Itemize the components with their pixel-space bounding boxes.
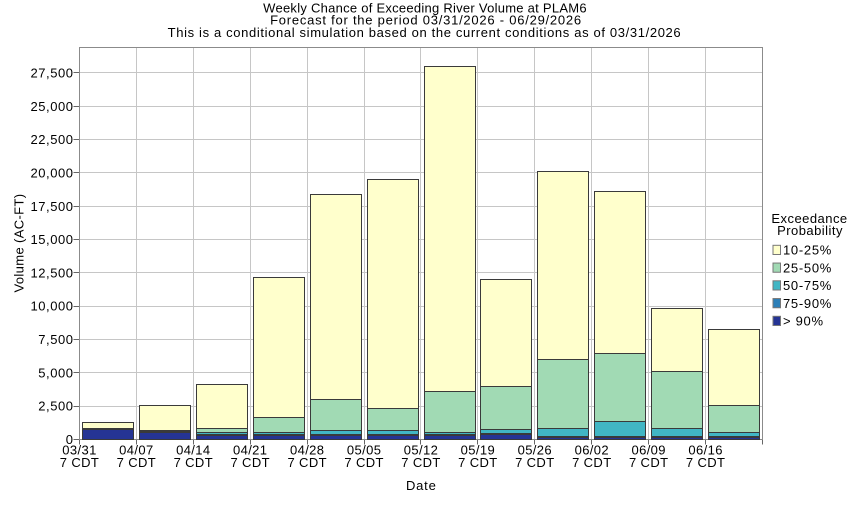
svg-text:03/31: 03/31 xyxy=(62,443,96,458)
svg-text:22,500: 22,500 xyxy=(30,132,73,147)
svg-text:05/05: 05/05 xyxy=(347,443,381,458)
svg-text:05/19: 05/19 xyxy=(461,443,495,458)
svg-text:7 CDT: 7 CDT xyxy=(629,455,668,470)
svg-text:04/21: 04/21 xyxy=(233,443,267,458)
svg-text:50-75%: 50-75% xyxy=(783,278,832,293)
svg-text:06/16: 06/16 xyxy=(688,443,722,458)
svg-text:Forecast for the period 03/31/: Forecast for the period 03/31/2026 - 06/… xyxy=(270,13,582,28)
svg-text:Date: Date xyxy=(406,478,437,493)
svg-text:7 CDT: 7 CDT xyxy=(230,455,269,470)
svg-text:10-25%: 10-25% xyxy=(783,243,832,258)
svg-text:04/07: 04/07 xyxy=(119,443,153,458)
svg-text:17,500: 17,500 xyxy=(30,199,73,214)
svg-text:Probability: Probability xyxy=(777,223,843,238)
svg-text:7 CDT: 7 CDT xyxy=(60,455,99,470)
svg-text:25-50%: 25-50% xyxy=(783,260,832,275)
svg-text:06/02: 06/02 xyxy=(575,443,609,458)
svg-text:> 90%: > 90% xyxy=(783,314,824,329)
svg-text:7 CDT: 7 CDT xyxy=(515,455,554,470)
svg-text:10,000: 10,000 xyxy=(30,299,73,314)
svg-text:06/09: 06/09 xyxy=(631,443,665,458)
svg-text:12,500: 12,500 xyxy=(30,265,73,280)
svg-text:7 CDT: 7 CDT xyxy=(401,455,440,470)
svg-text:This is a conditional simulati: This is a conditional simulation based o… xyxy=(168,25,682,40)
svg-text:7 CDT: 7 CDT xyxy=(287,455,326,470)
svg-text:04/14: 04/14 xyxy=(176,443,210,458)
svg-text:0: 0 xyxy=(66,432,74,447)
svg-text:7 CDT: 7 CDT xyxy=(686,455,725,470)
svg-text:27,500: 27,500 xyxy=(30,66,73,81)
svg-text:Exceedance: Exceedance xyxy=(771,211,847,226)
svg-text:Volume (AC-FT): Volume (AC-FT) xyxy=(12,194,27,293)
svg-text:Weekly Chance of Exceeding Riv: Weekly Chance of Exceeding River Volume … xyxy=(263,1,587,16)
svg-text:05/12: 05/12 xyxy=(404,443,438,458)
svg-text:7,500: 7,500 xyxy=(38,332,73,347)
svg-text:5,000: 5,000 xyxy=(38,365,73,380)
svg-text:25,000: 25,000 xyxy=(30,99,73,114)
svg-text:7 CDT: 7 CDT xyxy=(572,455,611,470)
svg-text:7 CDT: 7 CDT xyxy=(174,455,213,470)
svg-text:75-90%: 75-90% xyxy=(783,296,832,311)
svg-text:2,500: 2,500 xyxy=(38,399,73,414)
svg-text:20,000: 20,000 xyxy=(30,165,73,180)
svg-text:7 CDT: 7 CDT xyxy=(458,455,497,470)
svg-text:7 CDT: 7 CDT xyxy=(344,455,383,470)
svg-text:04/28: 04/28 xyxy=(290,443,324,458)
svg-text:05/26: 05/26 xyxy=(518,443,552,458)
svg-text:7 CDT: 7 CDT xyxy=(117,455,156,470)
svg-text:15,000: 15,000 xyxy=(30,232,73,247)
